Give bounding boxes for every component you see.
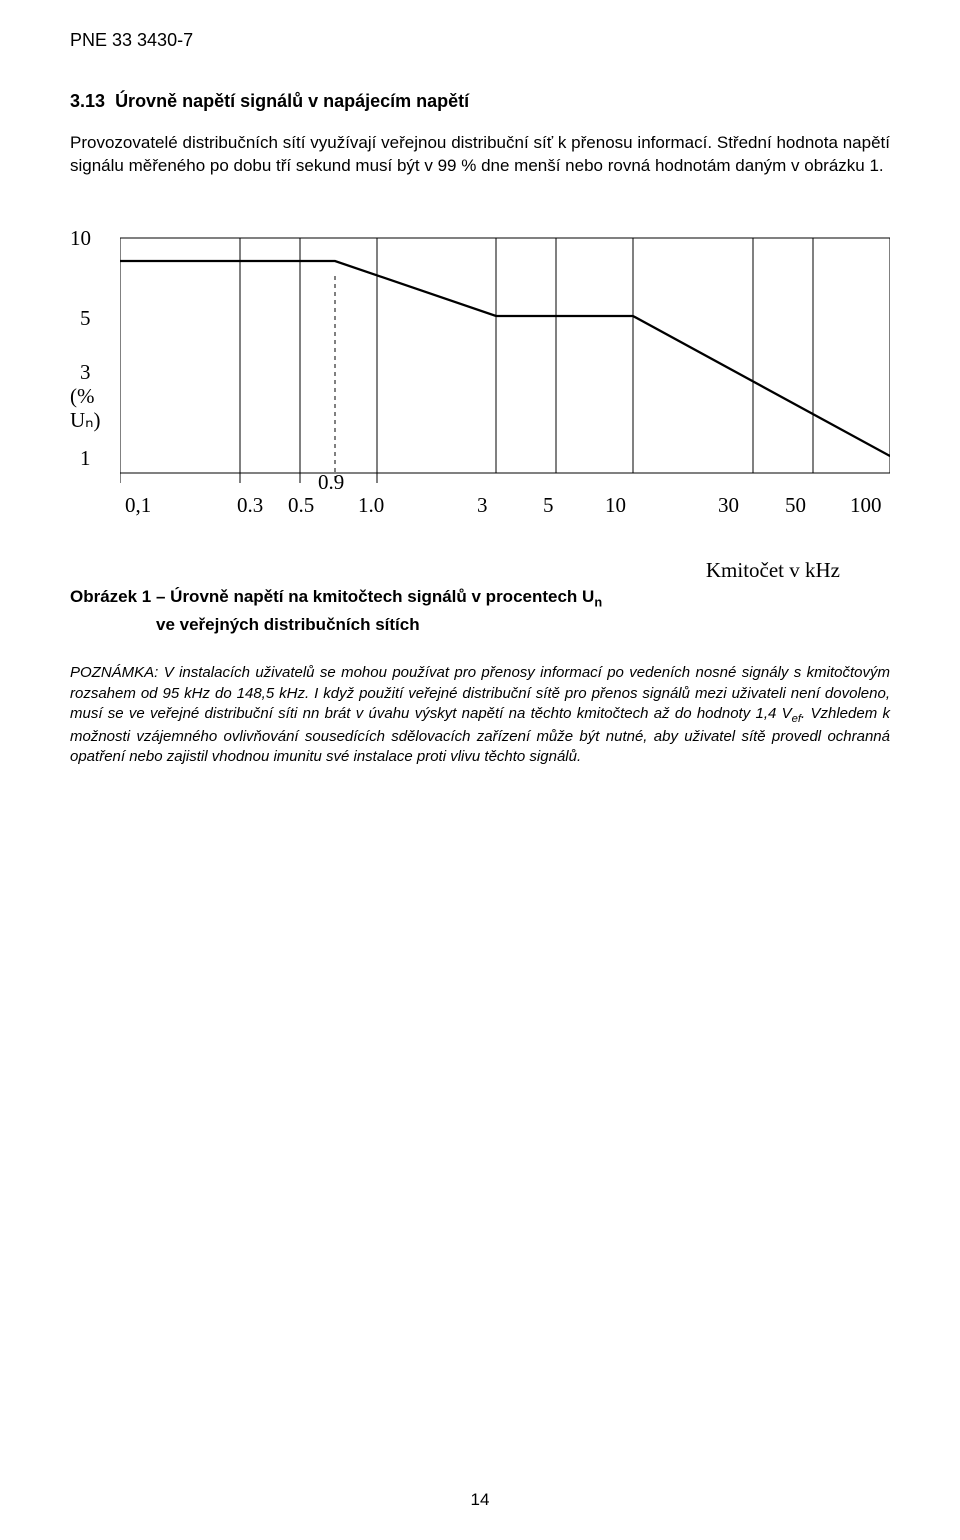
caption-text: Obrázek 1 – Úrovně napětí na kmitočtech … [70,587,594,606]
page-number: 14 [0,1490,960,1510]
note-paragraph: POZNÁMKA: V instalacích uživatelů se moh… [70,663,890,767]
section-title-text: Úrovně napětí signálů v napájecím napětí [115,91,469,111]
section-title: 3.13 Úrovně napětí signálů v napájecím n… [70,91,890,112]
note-text-1: V instalacích uživatelů se mohou používa… [70,664,890,722]
y-tick-10: 10 [70,226,91,251]
intro-paragraph: Provozovatelé distribučních sítí využíva… [70,132,890,178]
y-tick-5: 5 [80,306,91,331]
caption-sub-n: n [594,594,602,609]
y-label-un: Uₙ) [70,408,101,433]
khz-label: Kmitočet v kHz [70,558,840,583]
figure-caption-line1: Obrázek 1 – Úrovně napětí na kmitočtech … [70,587,890,609]
note-sub-ef: ef [792,713,801,725]
chart-svg [120,228,890,528]
y-label-percent: (% [70,384,95,409]
y-tick-3: 3 [80,360,91,385]
chart-container: 10 5 3 (% Uₙ) 1 0.9 0,1 0.3 0.5 1.0 3 5 … [70,228,890,548]
header-code: PNE 33 3430-7 [70,30,890,51]
y-tick-1: 1 [80,446,91,471]
figure-caption-line2: ve veřejných distribučních sítích [156,615,890,635]
note-label: POZNÁMKA: [70,664,158,681]
section-number: 3.13 [70,91,105,111]
